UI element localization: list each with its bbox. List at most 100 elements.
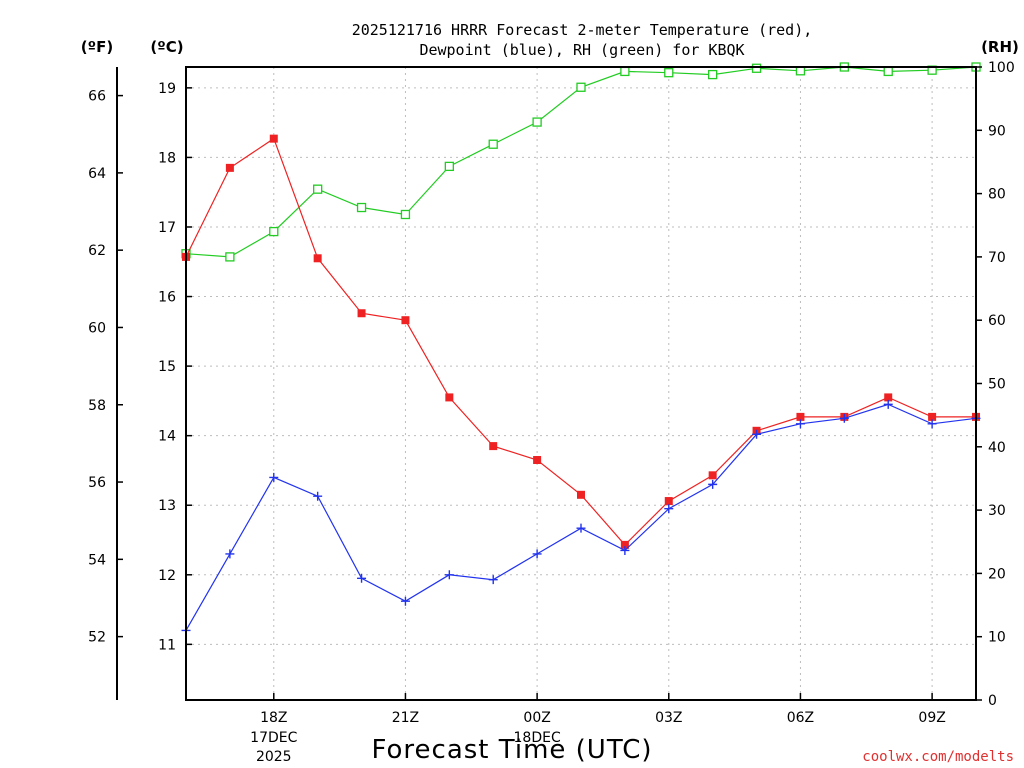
dewpoint-point — [883, 399, 893, 409]
temperature-point — [664, 497, 673, 506]
temperature-point — [401, 316, 410, 325]
time-tick-label: 00Z — [523, 710, 550, 726]
time-tick-label: 21Z — [392, 710, 419, 726]
rh-series — [181, 62, 981, 262]
dewpoint-point — [225, 549, 235, 559]
temperature-series — [182, 134, 980, 549]
rh-point — [444, 161, 454, 172]
dewpoint-point — [620, 545, 630, 555]
time-tick-label: 09Z — [918, 710, 945, 726]
rh-point — [225, 252, 235, 262]
temperature-point — [577, 490, 585, 499]
fahrenheit-tick-label: 62 — [88, 243, 106, 259]
rh-point — [488, 139, 498, 149]
credit-text: coolwx.com/modelts — [862, 749, 1014, 765]
temperature-point — [796, 412, 805, 421]
celsius-tick-label: 12 — [158, 568, 176, 584]
x-axis-title: Forecast Time (UTC) — [371, 735, 652, 765]
temperature-line — [185, 137, 976, 546]
dewpoint-point — [532, 549, 542, 559]
chart-title-line2: Dewpoint (blue), RH (green) for KBQK — [419, 41, 744, 59]
temperature-point — [928, 412, 937, 421]
rh-point — [664, 68, 674, 78]
rh-point — [400, 209, 411, 220]
fahrenheit-tick-label: 56 — [88, 475, 106, 491]
dewpoint-point — [795, 419, 805, 429]
temperature-point — [533, 456, 542, 465]
temperature-point — [489, 442, 498, 451]
fahrenheit-axis-label: (ºF) — [81, 38, 113, 56]
rh-point — [576, 82, 586, 92]
dewpoint-point — [269, 472, 279, 482]
rh-tick-label: 30 — [988, 503, 1006, 519]
rh-point — [883, 66, 893, 77]
temperature-point — [620, 540, 629, 549]
rh-tick-label: 60 — [988, 313, 1006, 329]
dewpoint-point — [444, 570, 454, 580]
rh-line — [185, 66, 977, 258]
rh-tick-label: 100 — [988, 60, 1015, 76]
time-axis: 18Z 17DEC 2025 21Z 00Z 18DEC 03Z 06Z 09Z — [250, 693, 946, 765]
celsius-tick-label: 19 — [158, 81, 176, 97]
rh-axis-label: (RH) — [981, 38, 1019, 56]
celsius-tick-label: 11 — [158, 637, 176, 653]
time-tick-label: 06Z — [787, 710, 814, 726]
rh-point — [313, 184, 323, 194]
celsius-tick-label: 13 — [158, 498, 176, 514]
fahrenheit-axis: 52 54 56 58 60 62 64 66 — [88, 89, 123, 646]
fahrenheit-tick-label: 58 — [88, 398, 106, 414]
rh-point — [269, 226, 279, 237]
rh-tick-label: 50 — [988, 377, 1006, 393]
rh-tick-label: 0 — [988, 693, 997, 709]
temperature-point — [884, 393, 893, 402]
celsius-tick-label: 15 — [158, 359, 176, 375]
fahrenheit-tick-label: 64 — [88, 166, 106, 182]
gridlines — [186, 67, 976, 700]
celsius-tick-label: 18 — [158, 150, 176, 166]
fahrenheit-tick-label: 66 — [88, 89, 106, 105]
dewpoint-point — [488, 575, 498, 585]
fahrenheit-tick-label: 52 — [88, 630, 106, 646]
series-layer — [181, 62, 981, 635]
rh-tick-label: 90 — [988, 123, 1006, 139]
time-tick-year: 2025 — [256, 749, 292, 765]
fahrenheit-tick-label: 60 — [88, 320, 106, 336]
time-tick-label: 18Z — [260, 710, 287, 726]
rh-point — [532, 117, 542, 127]
dewpoint-point — [708, 479, 718, 489]
dewpoint-point — [752, 429, 762, 439]
rh-tick-label: 40 — [988, 440, 1006, 456]
celsius-tick-label: 16 — [158, 290, 176, 306]
temperature-point — [269, 134, 278, 143]
rh-tick-label: 20 — [988, 566, 1006, 582]
dewpoint-point — [927, 419, 937, 429]
rh-tick-label: 10 — [988, 630, 1006, 646]
dewpoint-line — [185, 403, 977, 631]
temperature-point — [708, 471, 717, 480]
rh-point — [751, 63, 762, 73]
celsius-tick-label: 17 — [158, 220, 176, 236]
dewpoint-point — [357, 573, 367, 583]
plot-frame — [185, 66, 977, 701]
dewpoint-point — [664, 504, 674, 514]
chart-title-line1: 2025121716 HRRR Forecast 2-meter Tempera… — [352, 21, 813, 39]
dewpoint-series — [181, 399, 981, 635]
celsius-axis-label: (ºC) — [150, 38, 183, 56]
dewpoint-point — [839, 413, 849, 423]
celsius-axis: 11 12 13 14 15 16 17 18 19 — [158, 81, 192, 653]
rh-point — [708, 69, 718, 80]
time-tick-label: 03Z — [655, 710, 682, 726]
celsius-tick-label: 14 — [158, 429, 176, 445]
time-tick-date: 17DEC — [250, 730, 297, 746]
rh-tick-label: 70 — [988, 250, 1006, 266]
rh-tick-label: 80 — [988, 187, 1006, 203]
rh-axis: 0 10 20 30 40 50 60 70 80 90 100 — [976, 60, 1015, 709]
dewpoint-point — [400, 596, 410, 606]
dewpoint-point — [576, 523, 586, 533]
rh-point — [620, 66, 630, 77]
rh-point — [356, 202, 367, 213]
fahrenheit-tick-label: 54 — [88, 552, 106, 568]
temperature-point — [313, 254, 322, 263]
dewpoint-point — [313, 491, 323, 501]
